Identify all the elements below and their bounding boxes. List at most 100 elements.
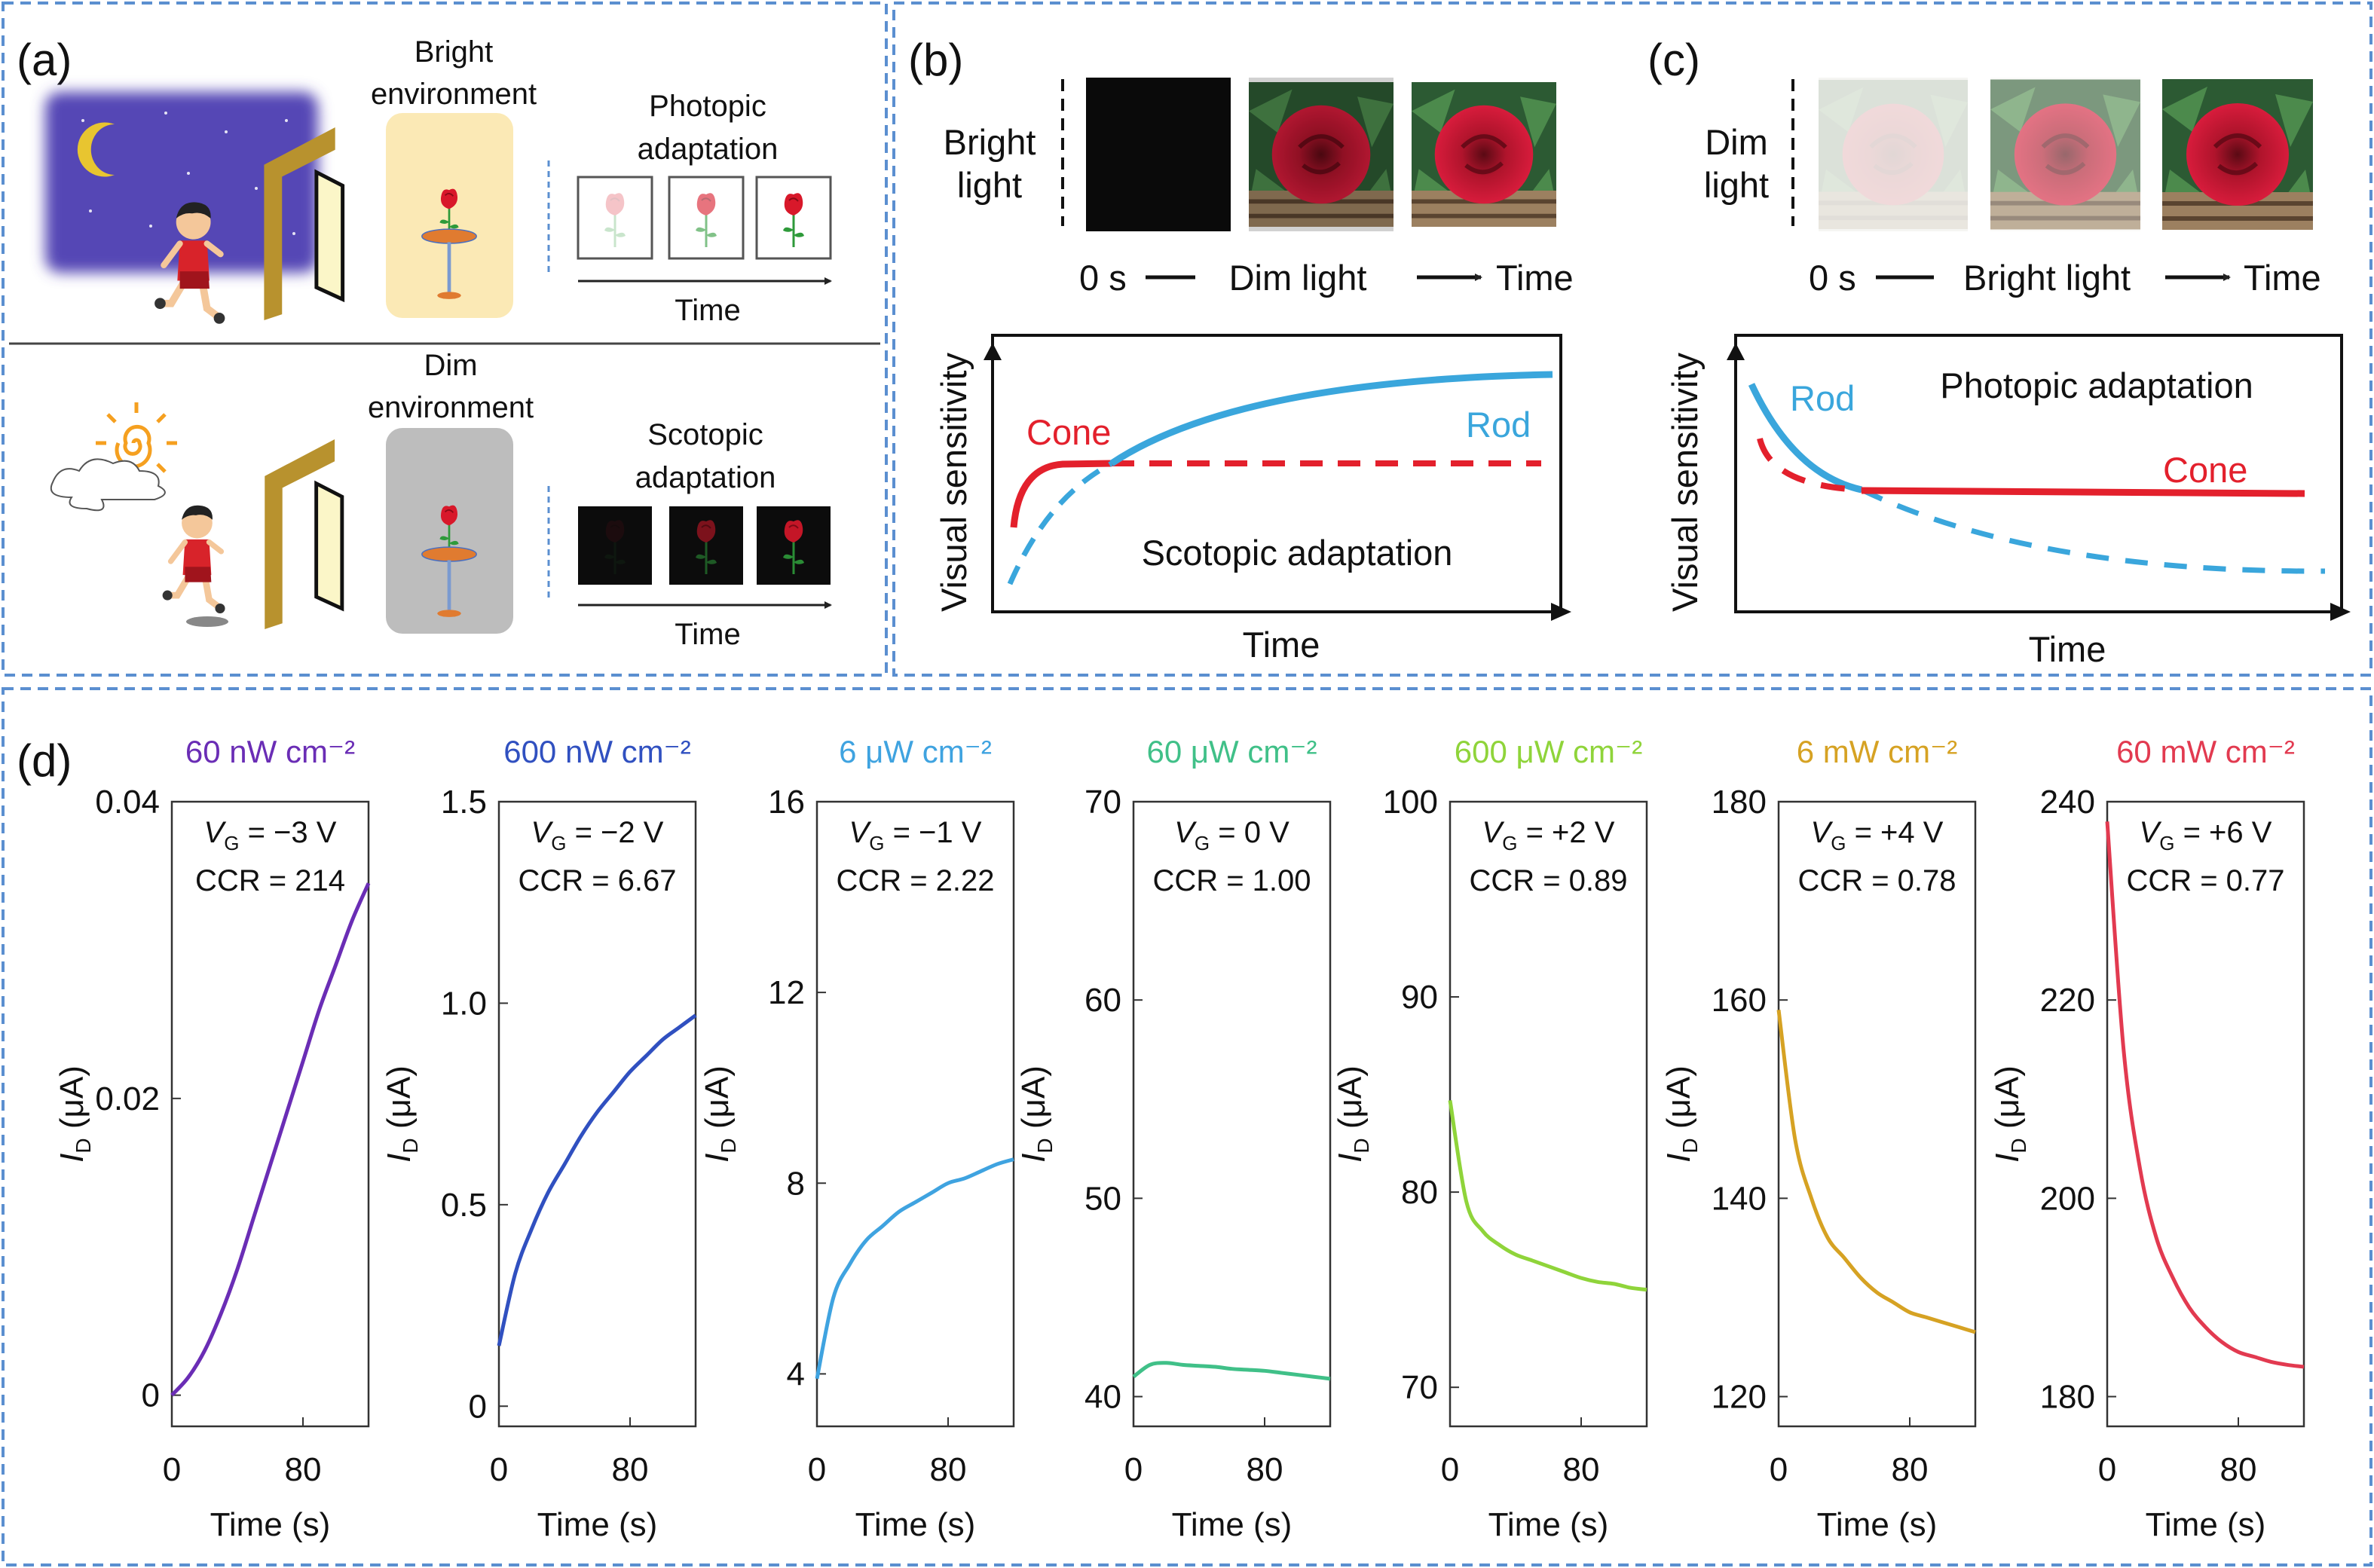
y-axis-label: Visual sensitivity — [1665, 353, 1705, 612]
x-axis-label: Time — [1243, 625, 1320, 665]
ccr-annotation: CCR = 214 — [195, 864, 345, 897]
x-axis-label: Time (s) — [1172, 1506, 1293, 1543]
timeline-end: Time — [1496, 258, 1574, 298]
y-tick-label: 240 — [2040, 784, 2095, 821]
ylabel-subscript: D — [1678, 1138, 1702, 1153]
condition-label: Dim — [1705, 122, 1768, 162]
photopic-frames — [577, 176, 832, 260]
vg-subscript: G — [551, 832, 566, 854]
panel-d-border — [2, 687, 2372, 1566]
subplot-2: 600 nW cm⁻² VG = −2 V CCR = 6.67 0 0.5 1.0 1.5… — [381, 734, 697, 1543]
scotopic-label-2: adaptation — [635, 461, 776, 494]
plot-frame — [1777, 800, 1977, 1428]
rose-photo-mid — [1990, 78, 2140, 231]
x-axis-label: Time (s) — [210, 1506, 331, 1543]
cone-curve-solid — [1010, 460, 1112, 528]
scotopic-label: Scotopic — [647, 418, 763, 451]
y-axis-label: ID (μA) — [54, 1065, 95, 1163]
y-tick-label: 1.5 — [441, 784, 487, 821]
current-curve — [1776, 1010, 1976, 1334]
panel-c-label: (c) — [1647, 35, 1700, 85]
plot-frame — [1449, 800, 1648, 1428]
y-tick-label: 16 — [768, 784, 805, 821]
cone-label: Cone — [2163, 450, 2247, 490]
y-tick-label: 180 — [2040, 1379, 2095, 1416]
x-tick-label: 0 — [163, 1451, 181, 1488]
x-axis-label: Time (s) — [855, 1506, 976, 1543]
subplot-3: 6 μW cm⁻² VG = −1 V CCR = 2.22 4 8 12 16 0 80 Tim… — [699, 734, 1015, 1543]
x-axis-label: Time (s) — [537, 1506, 658, 1543]
subplot-6: 6 mW cm⁻² VG = +4 V CCR = 0.78 120 140 160 180… — [1660, 734, 1977, 1543]
y-tick-label: 120 — [1712, 1379, 1767, 1416]
y-tick-label: 50 — [1085, 1180, 1121, 1217]
current-curve — [2105, 821, 2305, 1369]
ccr-annotation: CCR = 1.00 — [1152, 864, 1311, 897]
x-axis-arrow — [2330, 603, 2351, 621]
ylabel-subscript: D — [1033, 1138, 1057, 1153]
subplot-7: 60 mW cm⁻² VG = +6 V CCR = 0.77 180 200 220 24… — [1989, 734, 2305, 1543]
x-tick-label: 0 — [1770, 1451, 1788, 1488]
cone-curve-solid — [1861, 487, 2305, 497]
vg-value: = +4 V — [1846, 816, 1943, 849]
y-tick-label: 180 — [1712, 784, 1767, 821]
y-tick-label: 0.02 — [95, 1080, 160, 1117]
plot-frame — [2106, 800, 2305, 1428]
y-axis-arrow — [984, 343, 1002, 360]
x-tick-label: 0 — [808, 1451, 826, 1488]
vg-symbol: V — [2140, 816, 2162, 849]
rod-curve-dashed — [1860, 487, 2326, 574]
subplot-1: 60 nW cm⁻² VG = −3 V CCR = 214 0 0.02 0.04 0 80… — [54, 734, 371, 1543]
vg-value: = −1 V — [884, 816, 981, 849]
vg-value: = 0 V — [1210, 816, 1289, 849]
plot-frame — [1132, 800, 1332, 1428]
x-tick-label: 80 — [285, 1451, 322, 1488]
ylabel-symbol: I — [1015, 1154, 1052, 1163]
plot-title: 60 nW cm⁻² — [185, 734, 355, 769]
plot-title: 600 nW cm⁻² — [503, 734, 691, 769]
subplot-4: 60 μW cm⁻² VG = 0 V CCR = 1.00 40 50 60 70 0 80 T… — [1015, 734, 1332, 1543]
y-tick-label: 220 — [2040, 982, 2095, 1019]
ylabel-unit: (μA) — [1989, 1065, 2026, 1138]
y-tick-label: 140 — [1712, 1180, 1767, 1217]
x-tick-label: 0 — [1441, 1451, 1459, 1488]
condition-label-2: light — [957, 165, 1022, 205]
gate-voltage-annotation: VG = 0 V — [1174, 816, 1289, 854]
moon-icon — [77, 122, 115, 177]
sensitivity-plot-frame — [1734, 334, 2343, 613]
ccr-annotation: CCR = 0.77 — [2126, 864, 2284, 897]
y-tick-label: 0.04 — [95, 784, 160, 821]
bright-environment-label: Bright — [415, 35, 494, 69]
y-axis-label: ID (μA) — [699, 1065, 740, 1163]
x-tick-label: 80 — [1247, 1451, 1283, 1488]
cloud-icon — [50, 458, 166, 512]
y-tick-label: 70 — [1401, 1369, 1438, 1406]
timeline-phase: Dim light — [1229, 258, 1367, 298]
ccr-annotation: CCR = 2.22 — [836, 864, 994, 897]
ylabel-unit: (μA) — [1015, 1065, 1052, 1138]
panel-d-label: (d) — [17, 735, 72, 786]
y-tick-label: 200 — [2040, 1180, 2095, 1217]
x-tick-label: 80 — [2220, 1451, 2257, 1488]
vg-subscript: G — [2159, 832, 2174, 854]
y-tick-label: 60 — [1085, 982, 1121, 1019]
y-tick-label: 90 — [1401, 979, 1438, 1016]
y-axis-label: ID (μA) — [1015, 1065, 1057, 1163]
ylabel-unit: (μA) — [1660, 1065, 1697, 1138]
x-tick-label: 0 — [490, 1451, 508, 1488]
y-axis-label: ID (μA) — [1989, 1065, 2030, 1163]
night-sky-illustration — [45, 92, 318, 324]
gate-voltage-annotation: VG = +6 V — [2140, 816, 2272, 854]
vg-subscript: G — [224, 832, 239, 854]
ylabel-unit: (μA) — [381, 1065, 418, 1138]
ylabel-symbol: I — [1332, 1154, 1369, 1163]
y-tick-label: 1.0 — [441, 985, 487, 1022]
ylabel-unit: (μA) — [699, 1065, 736, 1138]
gate-voltage-annotation: VG = +2 V — [1482, 816, 1615, 854]
vg-subscript: G — [1195, 832, 1210, 854]
rose-photo-late — [1412, 82, 1556, 227]
y-tick-label: 100 — [1383, 784, 1438, 821]
photopic-label-2: adaptation — [638, 133, 779, 166]
plot-frame — [170, 800, 370, 1428]
plot-title: 600 μW cm⁻² — [1455, 734, 1642, 769]
